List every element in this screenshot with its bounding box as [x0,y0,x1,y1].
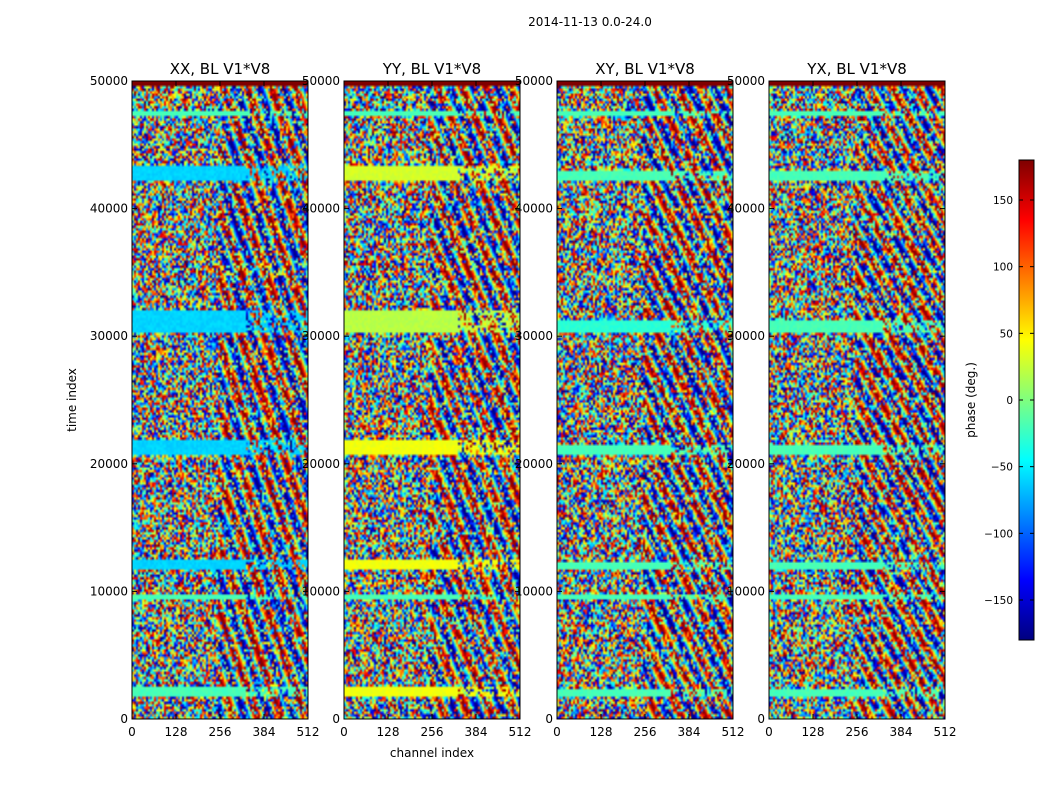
x-tick-label: 128 [590,725,613,739]
colorbar-tick-label: 0 [1006,395,1013,407]
y-tick-label: 0 [332,712,340,726]
colorbar-tick-label: 50 [1000,328,1013,340]
x-tick-label: 256 [209,725,232,739]
colorbar-label: phase (deg.) [964,362,978,438]
heatmap-panel: XY, BL V1*V8 0 128 256 384 512 0 10000 20000 3000… [515,60,745,739]
colorbar-tick-label: −50 [991,462,1013,474]
colorbar-tick-label: −150 [984,595,1013,607]
y-tick-label: 20000 [727,457,765,471]
x-tick-label: 512 [509,725,532,739]
x-tick-label: 128 [165,725,188,739]
heatmap-raster [132,81,308,719]
y-tick-label: 30000 [302,329,340,343]
y-tick-label: 20000 [515,457,553,471]
colorbar: −150 −100 −50 0 50 100 150 phase (deg.) [964,159,1035,641]
y-tick-label: 0 [545,712,553,726]
y-tick-label: 40000 [727,202,765,216]
x-tick-label: 256 [421,725,444,739]
y-tick-label: 30000 [90,329,128,343]
heatmap-raster [344,81,520,719]
x-tick-label: 128 [377,725,400,739]
colorbar-tick-label: 150 [993,195,1013,207]
panel-title: XX, BL V1*V8 [170,60,271,78]
y-tick-label: 50000 [515,74,553,88]
y-tick-label: 40000 [515,202,553,216]
y-tick-label: 0 [757,712,765,726]
heatmap-panel: YY, BL V1*V8 0 128 256 384 512 0 10000 20000 3000… [302,60,532,760]
y-tick-label: 10000 [302,584,340,598]
x-tick-label: 512 [934,725,957,739]
panel-title: YY, BL V1*V8 [382,60,481,78]
heatmap-panel: XX, BL V1*V8 0 128 256 384 512 0 10000 20000 3000… [65,60,319,739]
colorbar-ticks: −150 −100 −50 0 50 100 150 [984,195,1034,607]
x-tick-label: 256 [634,725,657,739]
panel-title: YX, BL V1*V8 [806,60,907,78]
panel-title: XY, BL V1*V8 [595,60,695,78]
x-tick-label: 0 [128,725,136,739]
y-tick-label: 10000 [515,584,553,598]
y-tick-label: 20000 [90,457,128,471]
y-tick-label: 50000 [90,74,128,88]
x-tick-label: 512 [297,725,320,739]
y-tick-label: 10000 [727,584,765,598]
colorbar-tick-label: 100 [993,262,1013,274]
y-tick-label: 40000 [302,202,340,216]
heatmap-raster [557,81,733,719]
figure-title: 2014-11-13 0.0-24.0 [528,15,652,29]
y-tick-label: 0 [120,712,128,726]
x-tick-label: 0 [553,725,561,739]
y-tick-label: 30000 [727,329,765,343]
y-axis-label: time index [65,368,79,432]
y-tick-label: 20000 [302,457,340,471]
x-tick-label: 384 [465,725,488,739]
heatmap-raster [769,81,945,719]
x-axis-label: channel index [390,746,474,760]
x-tick-label: 512 [722,725,745,739]
y-tick-label: 10000 [90,584,128,598]
x-tick-label: 384 [253,725,276,739]
x-tick-label: 384 [678,725,701,739]
x-tick-label: 0 [765,725,773,739]
y-tick-label: 30000 [515,329,553,343]
x-tick-label: 0 [340,725,348,739]
panels: XX, BL V1*V8 0 128 256 384 512 0 10000 20000 3000… [65,60,956,760]
heatmap-panel: YX, BL V1*V8 0 128 256 384 512 0 10000 20000 3000… [727,60,957,739]
x-tick-label: 128 [802,725,825,739]
y-tick-label: 50000 [727,74,765,88]
x-tick-label: 256 [846,725,869,739]
y-tick-label: 50000 [302,74,340,88]
x-tick-label: 384 [890,725,913,739]
y-tick-label: 40000 [90,202,128,216]
colorbar-tick-label: −100 [984,528,1013,540]
